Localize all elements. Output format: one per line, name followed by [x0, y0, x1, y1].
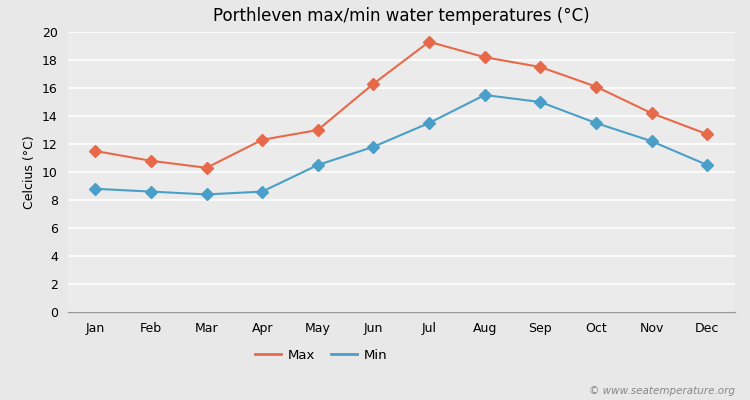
Y-axis label: Celcius (°C): Celcius (°C)	[23, 135, 36, 209]
Title: Porthleven max/min water temperatures (°C): Porthleven max/min water temperatures (°…	[213, 7, 590, 25]
Text: © www.seatemperature.org: © www.seatemperature.org	[589, 386, 735, 396]
Legend: Max, Min: Max, Min	[250, 344, 393, 367]
